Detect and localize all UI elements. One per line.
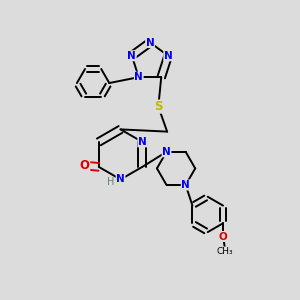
Text: O: O: [219, 232, 227, 242]
Text: N: N: [146, 38, 154, 47]
Text: N: N: [138, 137, 147, 147]
Text: O: O: [80, 159, 90, 172]
Text: CH₃: CH₃: [217, 247, 233, 256]
Text: N: N: [128, 51, 136, 61]
Text: N: N: [164, 51, 172, 61]
Text: N: N: [162, 147, 171, 157]
Text: N: N: [134, 72, 143, 82]
Text: N: N: [116, 174, 125, 184]
Text: N: N: [181, 180, 190, 190]
Text: S: S: [154, 100, 163, 113]
Text: H: H: [107, 177, 115, 187]
